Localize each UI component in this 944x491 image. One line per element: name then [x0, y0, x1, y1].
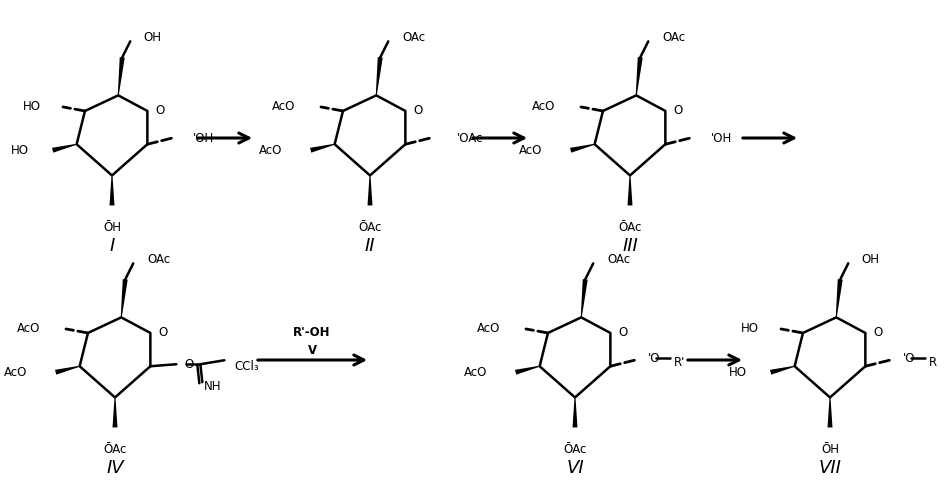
Polygon shape: [635, 57, 642, 95]
Text: II: II: [364, 237, 375, 255]
Text: O: O: [159, 327, 167, 339]
Text: ŌAc: ŌAc: [617, 221, 641, 234]
Text: CCl₃: CCl₃: [234, 360, 259, 373]
Polygon shape: [834, 279, 842, 317]
Polygon shape: [367, 175, 372, 205]
Text: ŌAc: ŌAc: [358, 221, 381, 234]
Text: AcO: AcO: [531, 101, 554, 113]
Text: O: O: [184, 358, 194, 371]
Polygon shape: [581, 279, 587, 317]
Text: ŌAc: ŌAc: [103, 443, 126, 457]
Text: AcO: AcO: [476, 323, 499, 335]
Polygon shape: [118, 57, 125, 95]
Text: OAc: OAc: [402, 31, 426, 44]
Polygon shape: [769, 366, 794, 375]
Polygon shape: [514, 366, 539, 375]
Text: I: I: [110, 237, 114, 255]
Text: OAc: OAc: [662, 31, 685, 44]
Text: VI: VI: [565, 459, 583, 477]
Text: AcO: AcO: [271, 101, 295, 113]
Text: AcO: AcO: [464, 366, 487, 379]
Text: V: V: [307, 344, 316, 356]
Polygon shape: [310, 144, 334, 153]
Polygon shape: [627, 175, 632, 205]
Polygon shape: [572, 397, 577, 428]
Text: O: O: [617, 327, 627, 339]
Text: O: O: [872, 327, 882, 339]
Polygon shape: [569, 144, 594, 153]
Text: 'OH: 'OH: [194, 132, 214, 145]
Polygon shape: [827, 397, 832, 428]
Polygon shape: [376, 57, 382, 95]
Text: R': R': [674, 356, 685, 369]
Text: VII: VII: [818, 459, 840, 477]
Text: HO: HO: [10, 144, 28, 157]
Text: OAc: OAc: [147, 253, 171, 266]
Text: R'-OH: R'-OH: [293, 326, 330, 338]
Text: HO: HO: [740, 323, 758, 335]
Text: ŌH: ŌH: [103, 221, 121, 234]
Text: R: R: [928, 356, 936, 369]
Text: ŌAc: ŌAc: [563, 443, 586, 457]
Polygon shape: [110, 175, 114, 205]
Text: O: O: [673, 105, 682, 117]
Text: AcO: AcO: [5, 366, 27, 379]
Text: ŌH: ŌH: [820, 443, 838, 457]
Text: NH: NH: [204, 380, 222, 393]
Text: 'OH: 'OH: [711, 132, 732, 145]
Text: 'O: 'O: [902, 352, 915, 365]
Text: AcO: AcO: [518, 144, 542, 157]
Polygon shape: [55, 366, 79, 375]
Text: O: O: [155, 105, 164, 117]
Polygon shape: [52, 144, 76, 153]
Text: III: III: [621, 237, 637, 255]
Text: OH: OH: [860, 253, 878, 266]
Text: O: O: [413, 105, 422, 117]
Text: AcO: AcO: [259, 144, 282, 157]
Text: HO: HO: [728, 366, 746, 379]
Text: 'O: 'O: [648, 352, 660, 365]
Text: IV: IV: [106, 459, 124, 477]
Text: AcO: AcO: [17, 323, 40, 335]
Text: HO: HO: [23, 101, 41, 113]
Text: 'OAc: 'OAc: [457, 132, 483, 145]
Polygon shape: [121, 279, 127, 317]
Polygon shape: [112, 397, 117, 428]
Text: OH: OH: [143, 31, 161, 44]
Text: OAc: OAc: [607, 253, 631, 266]
